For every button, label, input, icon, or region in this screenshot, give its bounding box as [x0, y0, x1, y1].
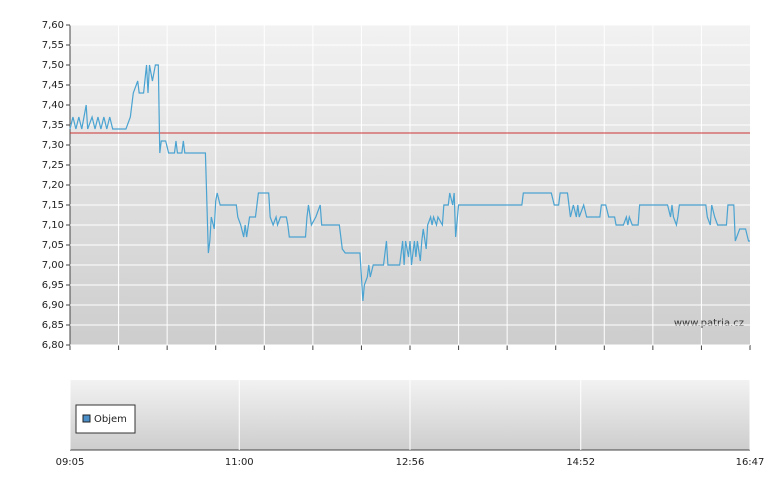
- x-tick-label: 11:00: [225, 457, 254, 468]
- y-tick-label: 7,30: [42, 140, 64, 151]
- x-tick-label: 09:05: [56, 457, 85, 468]
- y-tick-label: 7,05: [42, 240, 64, 251]
- y-tick-label: 7,60: [42, 20, 64, 31]
- y-tick-label: 7,00: [42, 260, 64, 271]
- x-tick-label: 12:56: [396, 457, 425, 468]
- x-tick-label: 14:52: [566, 457, 595, 468]
- y-tick-label: 7,35: [42, 120, 64, 131]
- x-tick-label: 16:47: [736, 457, 765, 468]
- legend-label: Objem: [94, 414, 127, 425]
- y-tick-label: 6,80: [42, 340, 64, 351]
- y-tick-label: 6,90: [42, 300, 64, 311]
- y-tick-label: 7,55: [42, 40, 64, 51]
- y-tick-label: 7,25: [42, 160, 64, 171]
- y-tick-label: 6,95: [42, 280, 64, 291]
- y-tick-label: 7,20: [42, 180, 64, 191]
- price-line: [69, 64, 750, 302]
- legend-swatch: [82, 414, 91, 423]
- y-tick-label: 7,40: [42, 100, 64, 111]
- y-tick-label: 6,85: [42, 320, 64, 331]
- y-tick-label: 7,10: [42, 220, 64, 231]
- y-tick-label: 7,50: [42, 60, 64, 71]
- watermark: www.patria.cz: [674, 318, 744, 329]
- y-tick-label: 7,15: [42, 200, 64, 211]
- y-tick-label: 7,45: [42, 80, 64, 91]
